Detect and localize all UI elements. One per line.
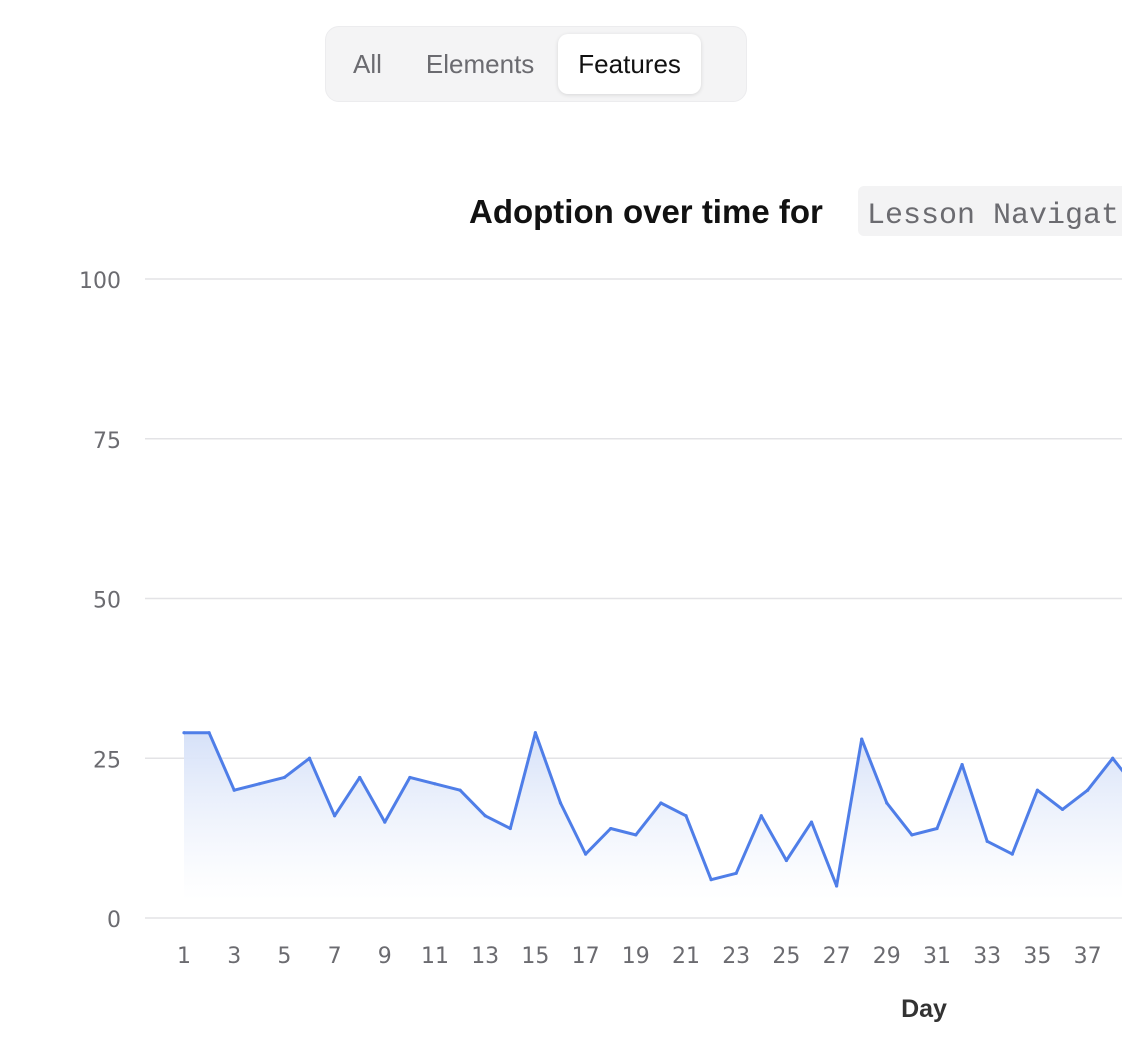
- y-tick-label: 25: [93, 748, 121, 773]
- y-tick-label: 0: [107, 908, 121, 933]
- x-tick-label: 23: [722, 944, 750, 969]
- data-point: [508, 826, 512, 831]
- data-point: [1086, 788, 1090, 792]
- tab-elements[interactable]: Elements: [425, 48, 535, 79]
- x-tick-label: 7: [328, 944, 342, 969]
- y-tick-label: 75: [93, 429, 121, 454]
- data-point: [307, 756, 312, 760]
- data-point: [232, 788, 236, 792]
- data-point: [860, 737, 864, 741]
- data-point: [985, 839, 989, 843]
- data-point: [333, 814, 337, 818]
- x-tick-label: 3: [227, 944, 241, 969]
- data-point: [659, 801, 663, 805]
- series-area: [184, 732, 1122, 900]
- feature-name-box: [858, 186, 1122, 236]
- x-tick-label: 1: [177, 944, 191, 969]
- x-tick-label: 11: [421, 944, 449, 969]
- x-tick-label: 17: [572, 944, 600, 969]
- y-tick-label: 100: [79, 269, 121, 294]
- x-tick-label: 9: [378, 944, 392, 969]
- tab-all[interactable]: All: [353, 48, 382, 79]
- data-point: [809, 820, 814, 824]
- data-point: [835, 884, 839, 888]
- x-tick-label: 25: [772, 944, 800, 969]
- tab-features[interactable]: Features: [558, 34, 701, 94]
- data-point: [784, 858, 789, 863]
- x-tick-label: 35: [1023, 944, 1051, 969]
- data-point: [358, 775, 362, 780]
- x-tick-label: 29: [873, 944, 901, 969]
- x-tick-label: 15: [521, 944, 549, 969]
- x-axis-label: Day: [901, 995, 947, 1023]
- data-point: [207, 731, 211, 735]
- data-point: [960, 763, 964, 767]
- data-point: [1035, 788, 1039, 792]
- data-point: [1111, 756, 1115, 760]
- feature-name: Lesson Navigat: [867, 199, 1119, 233]
- data-point: [458, 788, 462, 792]
- data-point: [734, 871, 738, 875]
- x-tick-label: 31: [923, 944, 951, 969]
- x-tick-label: 33: [973, 944, 1001, 969]
- x-tick-label: 13: [471, 944, 499, 969]
- data-point: [182, 731, 186, 735]
- data-point: [257, 782, 261, 786]
- data-point: [609, 826, 613, 831]
- data-point: [433, 782, 437, 786]
- data-point: [684, 814, 688, 818]
- x-tick-label: 19: [622, 944, 650, 969]
- x-tick-label: 37: [1074, 944, 1102, 969]
- x-tick-label: 5: [277, 944, 291, 969]
- chart-title: Adoption over time for: [469, 193, 823, 230]
- data-point: [282, 775, 286, 780]
- data-point: [885, 801, 889, 805]
- view-tabs: All Elements Features: [325, 26, 747, 102]
- data-point: [759, 814, 763, 818]
- data-point: [634, 833, 638, 837]
- x-tick-label: 21: [672, 944, 700, 969]
- data-point: [408, 775, 412, 780]
- data-point: [383, 820, 387, 824]
- y-tick-label: 50: [93, 589, 121, 614]
- data-point: [1060, 807, 1065, 811]
- data-point: [533, 731, 538, 735]
- data-point: [1010, 852, 1014, 856]
- data-point: [910, 833, 914, 837]
- data-point: [558, 801, 563, 805]
- data-point: [935, 826, 939, 831]
- x-tick-label: 27: [823, 944, 851, 969]
- data-point: [483, 814, 487, 818]
- data-point: [584, 852, 588, 856]
- data-point: [709, 878, 713, 882]
